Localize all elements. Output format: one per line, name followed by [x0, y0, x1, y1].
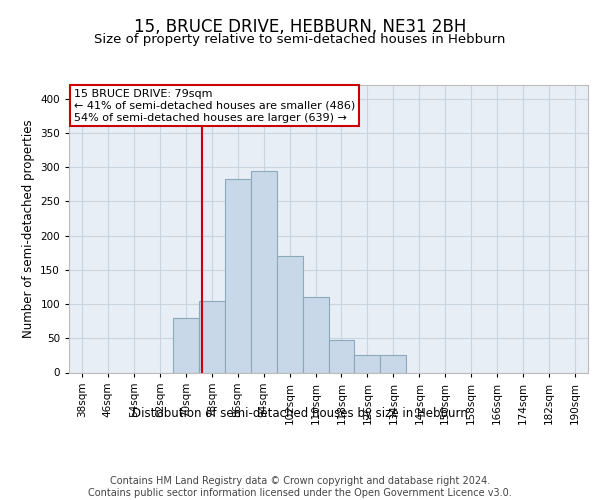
Bar	[277, 256, 302, 372]
Bar	[355, 356, 380, 372]
Bar	[173, 318, 199, 372]
Text: Size of property relative to semi-detached houses in Hebburn: Size of property relative to semi-detach…	[94, 32, 506, 46]
Text: Distribution of semi-detached houses by size in Hebburn: Distribution of semi-detached houses by …	[132, 408, 468, 420]
Bar	[225, 179, 251, 372]
Bar	[329, 340, 355, 372]
Text: 15, BRUCE DRIVE, HEBBURN, NE31 2BH: 15, BRUCE DRIVE, HEBBURN, NE31 2BH	[134, 18, 466, 36]
Bar	[380, 356, 406, 372]
Bar	[251, 170, 277, 372]
Text: 15 BRUCE DRIVE: 79sqm
← 41% of semi-detached houses are smaller (486)
54% of sem: 15 BRUCE DRIVE: 79sqm ← 41% of semi-deta…	[74, 90, 355, 122]
Bar	[199, 300, 224, 372]
Y-axis label: Number of semi-detached properties: Number of semi-detached properties	[22, 120, 35, 338]
Bar	[302, 297, 329, 372]
Text: Contains HM Land Registry data © Crown copyright and database right 2024.
Contai: Contains HM Land Registry data © Crown c…	[88, 476, 512, 498]
